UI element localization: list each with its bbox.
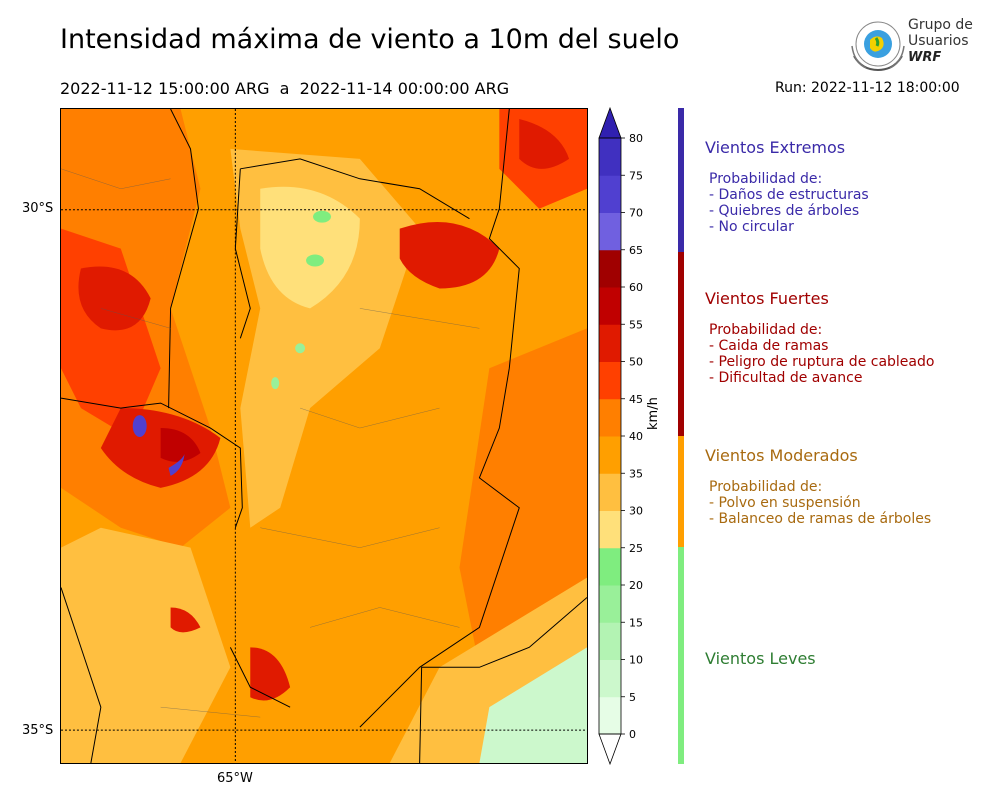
colorbar-segment <box>599 138 621 176</box>
wind-zone-south <box>61 527 231 763</box>
wind-zone-southeast-light <box>479 647 587 763</box>
colorbar-segment <box>599 696 621 735</box>
colorbar-tick-label: 80 <box>629 132 643 145</box>
colorbar-tick-label: 25 <box>629 542 643 555</box>
colorbar-segment <box>599 398 621 437</box>
colorbar-over-arrow <box>598 106 622 139</box>
category-item: - Daños de estructuras <box>709 187 869 203</box>
category-bar <box>678 108 684 252</box>
wind-zone-east <box>459 328 587 668</box>
wind-core-southwest <box>100 408 221 488</box>
category-item: - Caida de ramas <box>709 338 829 354</box>
category-block: Vientos Extremos Probabilidad de: - Daños … <box>705 138 995 235</box>
colorbar-under-arrow <box>598 733 622 766</box>
category-subtitle: Probabilidad de: <box>709 479 823 495</box>
category-item: - No circular <box>709 219 794 235</box>
category-subtitle: Probabilidad de: <box>709 171 823 187</box>
run-time: Run: 2022-11-12 18:00:00 <box>775 80 960 96</box>
colorbar-segment <box>599 547 621 586</box>
colorbar-segment <box>599 436 621 474</box>
lat-label-30s: 30°S <box>22 201 54 216</box>
category-block: Vientos Fuertes Probabilidad de: - Caida d… <box>705 289 995 386</box>
colorbar-segment <box>599 585 621 623</box>
wind-zone-calm-1 <box>313 210 331 223</box>
colorbar: 0 5 10 15 20 25 30 35 40 45 50 55 60 65 70 75 80 <box>598 106 643 766</box>
wind-core-south-2 <box>170 607 201 633</box>
lat-label-35s: 35°S <box>22 723 54 738</box>
wind-zone-calm-2 <box>306 254 324 267</box>
colorbar-tick-label: 45 <box>629 393 643 406</box>
wind-zone-calm-4 <box>271 377 280 390</box>
colorbar-segment <box>599 473 621 511</box>
colorbar-tick-label: 0 <box>629 728 636 741</box>
category-bar <box>678 547 684 764</box>
province-borders <box>61 109 587 763</box>
map-title: Intensidad máxima de viento a 10m del su… <box>60 24 680 55</box>
colorbar-tick-label: 35 <box>629 467 643 480</box>
colorbar-segment <box>599 175 621 213</box>
wind-core-southwest-inner <box>160 428 201 462</box>
category-subtitle: Probabilidad de: <box>709 322 823 338</box>
colorbar-tick-label: 5 <box>629 691 636 704</box>
category-item: - Peligro de ruptura de cableado <box>709 354 935 370</box>
colorbar-tick-label: 75 <box>629 169 643 182</box>
category-title: Vientos Extremos <box>705 138 846 157</box>
logo: Grupo de Usuarios WRF <box>848 16 973 74</box>
department-borders <box>61 168 480 718</box>
colorbar-segment <box>599 510 621 549</box>
wind-extreme-spot-2 <box>168 453 185 476</box>
wind-core-northeast <box>399 221 500 289</box>
colorbar-unit: km/h <box>646 397 661 430</box>
category-item: - Quiebres de árboles <box>709 203 860 219</box>
category-bar <box>678 252 684 436</box>
category-title: Vientos Fuertes <box>705 289 829 308</box>
lon-label-65w: 65°W <box>217 771 253 786</box>
category-item: - Dificultad de avance <box>709 370 863 386</box>
colorbar-tick-label: 50 <box>629 356 643 369</box>
colorbar-tick-label: 15 <box>629 616 643 629</box>
category-block: Vientos Moderados Probabilidad de: - Polvo… <box>705 446 995 527</box>
colorbar-tick-label: 20 <box>629 579 643 592</box>
colorbar-segment <box>599 622 621 660</box>
colorbar-tick-label: 70 <box>629 207 643 220</box>
colorbar-segment <box>599 324 621 362</box>
colorbar-tick-label: 30 <box>629 505 643 518</box>
category-item: - Polvo en suspensión <box>709 495 861 511</box>
wind-core-south <box>250 647 291 701</box>
colorbar-segment <box>599 287 621 325</box>
wind-core-far-northeast <box>519 118 570 169</box>
logo-text-line3: WRF <box>908 50 942 65</box>
logo-text-line1: Grupo de <box>908 17 973 33</box>
colorbar-segment <box>599 212 621 251</box>
category-block: Vientos Leves <box>705 649 995 668</box>
category-title: Vientos Moderados <box>705 446 858 465</box>
wind-core-west <box>78 266 151 331</box>
category-bar <box>678 436 684 547</box>
colorbar-tick-label: 65 <box>629 244 643 257</box>
category-title: Vientos Leves <box>705 649 816 668</box>
colorbar-segment <box>599 249 621 288</box>
wind-zone-calm-3 <box>295 343 306 354</box>
logo-text-line2: Usuarios <box>908 33 969 49</box>
colorbar-tick-label: 55 <box>629 318 643 331</box>
colorbar-tick-label: 40 <box>629 430 643 443</box>
globe-logo-icon <box>851 21 905 72</box>
colorbar-tick-label: 60 <box>629 281 643 294</box>
colorbar-segment <box>599 659 621 698</box>
wind-zone-central-light <box>260 186 360 309</box>
category-item: - Balanceo de ramas de árboles <box>709 511 932 527</box>
wind-extreme-spot-1 <box>132 415 147 437</box>
wind-map <box>60 108 588 764</box>
colorbar-tick-label: 10 <box>629 654 643 667</box>
forecast-period: 2022-11-12 15:00:00 ARG a 2022-11-14 00:… <box>60 79 510 98</box>
colorbar-segment <box>599 361 621 400</box>
